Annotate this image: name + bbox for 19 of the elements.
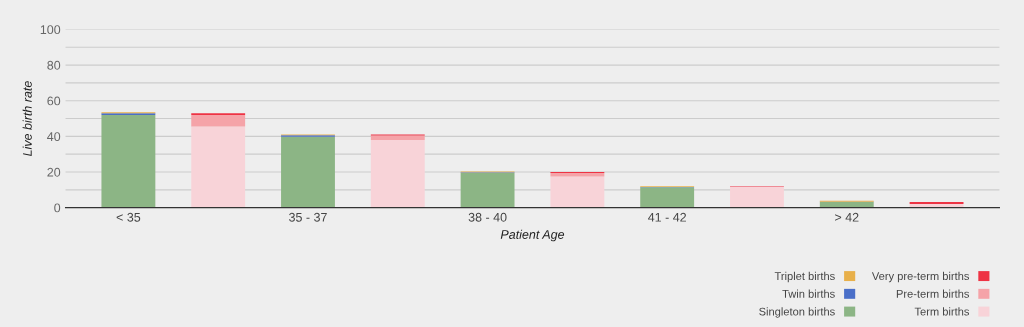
y-tick-label: 40 [47, 132, 61, 142]
legend-label: Twin births [782, 289, 835, 298]
x-tick-label: > 42 [835, 212, 859, 222]
y-axis-title: Live birth rate [22, 81, 32, 157]
y-tick-label: 80 [47, 60, 61, 70]
x-tick-label: 38 - 40 [468, 212, 507, 222]
y-tick-label: 60 [47, 96, 61, 106]
legend-label: Term births [914, 307, 970, 316]
legend-label: Very pre-term births [871, 271, 970, 283]
legend-label: Pre-term births [896, 289, 970, 298]
x-tick-label: 41 - 42 [648, 212, 687, 222]
x-tick-label: < 35 [116, 212, 141, 222]
y-tick-label: 20 [47, 167, 61, 177]
legend-label: Singleton births [759, 307, 835, 318]
x-axis-title: Patient Age [500, 229, 565, 242]
x-tick-label: 35 - 37 [289, 212, 327, 222]
legend-label: Triplet births [774, 271, 835, 283]
y-tick-label: 100 [40, 25, 61, 35]
y-tick-label: 0 [54, 203, 61, 213]
